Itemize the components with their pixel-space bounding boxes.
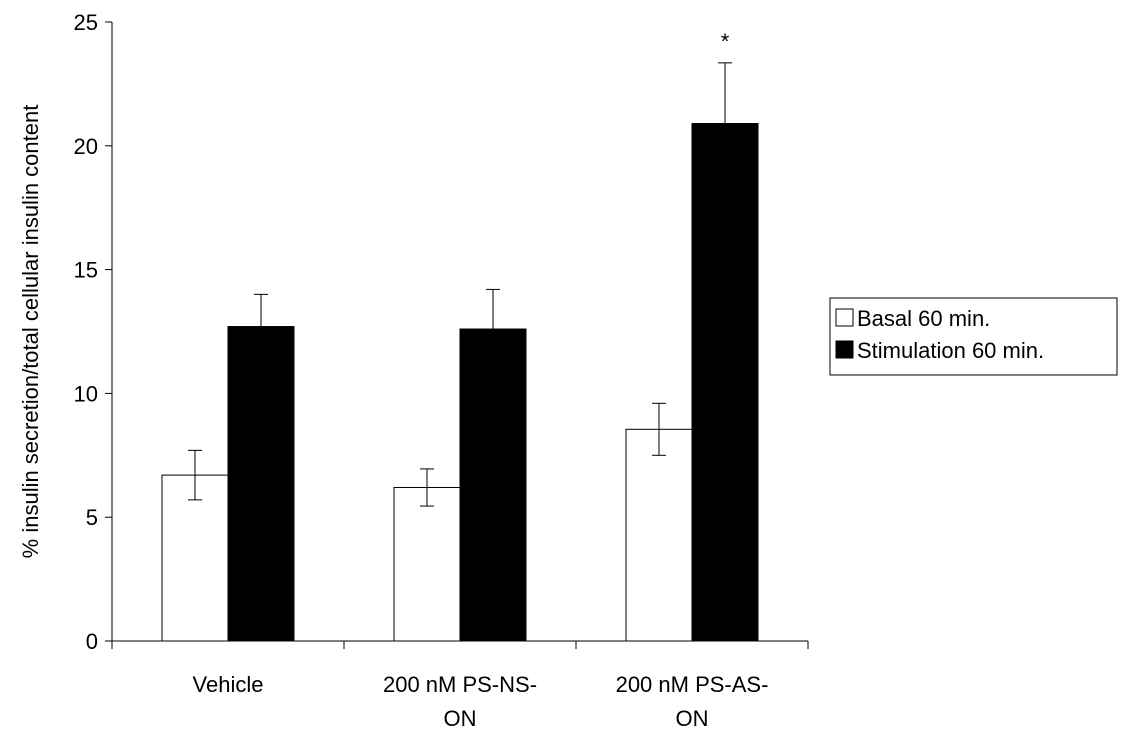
bar-basal	[394, 487, 460, 641]
category-label-line: ON	[676, 706, 709, 731]
category-label: 200 nM PS-AS- ON	[616, 672, 769, 731]
bar-stimulation	[228, 327, 294, 641]
y-tick-label: 0	[86, 629, 98, 654]
y-tick-label: 15	[74, 258, 98, 283]
legend-swatch	[836, 309, 853, 326]
legend-swatch	[836, 341, 853, 358]
category-label-line: Vehicle	[193, 672, 264, 697]
legend: Basal 60 min. Stimulation 60 min.	[830, 298, 1117, 375]
legend-label: Stimulation 60 min.	[857, 338, 1044, 363]
category-label-line: 200 nM PS-NS-	[383, 672, 537, 697]
category-label-line: ON	[444, 706, 477, 731]
category-label-line: 200 nM PS-AS-	[616, 672, 769, 697]
y-tick-label: 10	[74, 381, 98, 406]
y-tick-label: 20	[74, 134, 98, 159]
y-axis-label: % insulin secretion/total cellular insul…	[18, 105, 43, 559]
bar-basal	[626, 429, 692, 641]
legend-label: Basal 60 min.	[857, 306, 990, 331]
category-label: 200 nM PS-NS- ON	[383, 672, 537, 731]
category-label: Vehicle	[193, 672, 264, 697]
y-tick-label: 25	[74, 10, 98, 35]
significance-marker: *	[721, 29, 730, 54]
bar-stimulation	[460, 329, 526, 641]
bar-stimulation	[692, 124, 758, 641]
y-tick-label: 5	[86, 505, 98, 530]
